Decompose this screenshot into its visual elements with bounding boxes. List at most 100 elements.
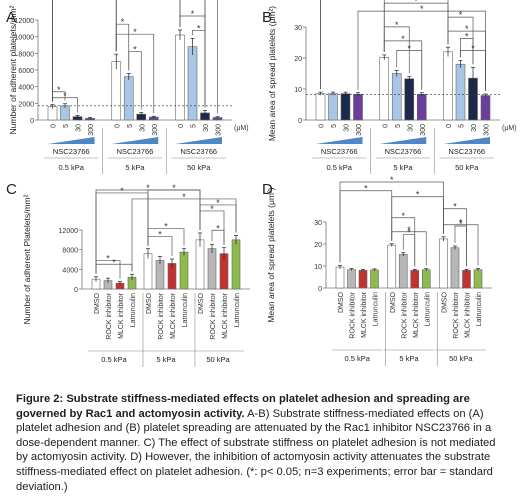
bracket-line — [443, 224, 479, 266]
category-label: ROCK inhibitor — [453, 291, 460, 338]
group-label: 0.5 kPa — [345, 354, 371, 363]
y-tick-label: 0 — [318, 286, 322, 293]
significance-bracket: * — [454, 219, 467, 267]
category-label: Latrunculin — [476, 292, 483, 326]
category-label: DMSO — [390, 291, 397, 313]
y-tick-label: 4000 — [62, 267, 78, 274]
significance-star: * — [459, 219, 463, 229]
bar — [111, 61, 122, 121]
category-label: DMSO — [338, 291, 345, 313]
significance-star: * — [197, 23, 201, 33]
category-label: DMSO — [146, 292, 153, 314]
panel-letter: C — [6, 181, 17, 198]
category-label: 30 — [344, 124, 351, 132]
category-label: 30 — [407, 124, 414, 132]
bar — [391, 73, 402, 121]
category-label: 30 — [139, 124, 146, 132]
category-label: 0 — [382, 124, 389, 128]
category-label: 300 — [88, 124, 95, 136]
significance-bracket: * — [147, 222, 185, 246]
category-label: ROCK inhibitor — [401, 291, 408, 338]
y-tick-label: 30 — [314, 220, 322, 227]
caption-title: Figure 2: Substrate stiffness-mediated e… — [16, 393, 470, 420]
drug-label: NSC23766 — [448, 147, 485, 156]
category-label: MLCK inhibitor — [118, 292, 125, 339]
significance-star: * — [414, 0, 418, 6]
bracket-line — [147, 189, 201, 246]
group-label: 0.5 kPa — [101, 355, 127, 364]
bar — [353, 93, 363, 121]
significance-star: * — [471, 43, 475, 53]
bar — [143, 253, 153, 290]
bar — [379, 57, 390, 121]
category-label: 300 — [216, 124, 223, 136]
significance-star: * — [106, 254, 110, 264]
y-tick-label: 20 — [314, 242, 322, 249]
bar — [179, 251, 189, 290]
bar — [450, 247, 460, 289]
y-axis-title: Mean area of spread platelets (μm²) — [267, 6, 277, 141]
significance-star: * — [420, 4, 424, 14]
bracket-line — [52, 97, 78, 113]
category-label: ROCK inhibitor — [158, 292, 165, 339]
category-label: 5 — [191, 124, 198, 128]
significance-star: * — [216, 198, 220, 208]
significance-star: * — [121, 17, 125, 27]
significance-star: * — [465, 24, 469, 34]
y-axis-title: Number of adherent Platelets/mm² — [22, 194, 32, 324]
bar — [410, 270, 420, 289]
significance-bracket: * — [391, 190, 444, 241]
significance-star: * — [172, 183, 176, 193]
bracket-line — [383, 40, 423, 90]
significance-star: * — [120, 186, 124, 196]
bar — [443, 51, 453, 121]
bracket-line — [339, 190, 393, 263]
y-tick-label: 6000 — [18, 68, 34, 75]
significance-bracket: * — [147, 183, 201, 246]
bar — [347, 269, 356, 289]
y-tick-label: 20 — [294, 56, 302, 63]
bar — [335, 266, 345, 289]
category-label: MLCK inhibitor — [222, 292, 229, 339]
significance-bracket: * — [199, 198, 237, 233]
bracket-line — [115, 23, 130, 71]
unit-label: (μM) — [234, 125, 249, 132]
unit-label: (μM) — [502, 125, 517, 132]
category-label: 5 — [395, 124, 402, 128]
bar — [358, 270, 368, 289]
bracket-line — [391, 196, 444, 241]
significance-bracket: * — [402, 228, 416, 267]
significance-star: * — [407, 228, 411, 238]
group-label: 50 kPa — [206, 355, 230, 364]
bar — [60, 105, 70, 121]
drug-label: NSC23766 — [53, 147, 90, 156]
significance-bracket: * — [52, 0, 117, 102]
group-label: 50 kPa — [455, 163, 479, 172]
bracket-line — [192, 29, 206, 108]
category-label: MLCK inhibitor — [465, 291, 472, 338]
bracket-line — [211, 229, 225, 245]
bar — [473, 269, 483, 289]
bracket-line — [52, 0, 117, 102]
significance-star: * — [164, 222, 168, 232]
category-label: 0 — [51, 124, 58, 128]
category-label: 0 — [114, 124, 121, 128]
bracket-line — [402, 234, 416, 267]
bar — [370, 269, 379, 289]
significance-bracket: * — [95, 254, 121, 279]
category-label: 0 — [446, 124, 453, 128]
bracket-line — [454, 225, 467, 267]
bar — [421, 269, 431, 289]
category-label: 0 — [178, 124, 185, 128]
y-axis-title: Mean area of spread platelets (μm²) — [266, 187, 276, 322]
group-label: 50 kPa — [449, 354, 473, 363]
y-tick-label: 8000 — [18, 51, 34, 58]
y-tick-label: 30 — [294, 25, 302, 32]
significance-bracket: * — [443, 218, 479, 266]
chart-panel-d: D 0 10 20 30 Mean area of spread platelets (μ… — [262, 175, 492, 366]
category-label: 5 — [127, 124, 134, 128]
significance-bracket: * — [320, 0, 385, 90]
category-label: 5 — [63, 124, 70, 128]
bar — [315, 93, 326, 121]
